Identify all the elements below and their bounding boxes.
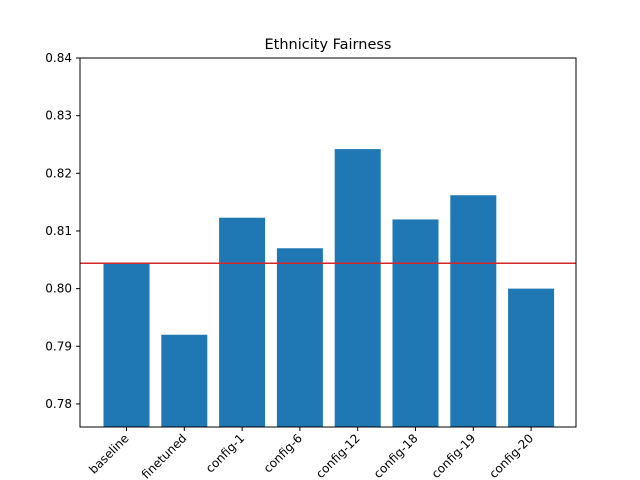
y-axis: 0.78 0.79 0.80 0.81 0.82 0.83 0.84 bbox=[45, 51, 80, 411]
x-tick-label: config-6 bbox=[261, 431, 305, 475]
bar-finetuned bbox=[161, 334, 208, 427]
x-tick-label: config-20 bbox=[486, 431, 536, 480]
bars-group bbox=[103, 149, 555, 428]
x-tick-label: config-19 bbox=[429, 431, 479, 480]
y-tick-label: 0.84 bbox=[45, 51, 72, 65]
bar-config-20 bbox=[508, 288, 555, 427]
y-tick-label: 0.79 bbox=[45, 339, 72, 353]
bar-baseline bbox=[103, 263, 150, 427]
bar-config-6 bbox=[276, 248, 323, 427]
x-tick-label: baseline bbox=[86, 431, 131, 476]
y-tick-label: 0.81 bbox=[45, 224, 72, 238]
bar-config-1 bbox=[219, 217, 266, 427]
x-tick-label: config-18 bbox=[371, 431, 421, 480]
chart-title: Ethnicity Fairness bbox=[265, 37, 392, 53]
y-tick-label: 0.82 bbox=[45, 166, 72, 180]
bar-config-19 bbox=[450, 195, 497, 427]
y-tick-label: 0.78 bbox=[45, 397, 72, 411]
bar-config-18 bbox=[392, 219, 439, 427]
x-tick-label: config-1 bbox=[203, 431, 247, 475]
plot-frame bbox=[79, 57, 577, 428]
x-tick-label: finetuned bbox=[139, 431, 190, 480]
y-tick-label: 0.80 bbox=[45, 282, 72, 296]
y-tick-label: 0.83 bbox=[45, 109, 72, 123]
bar-config-12 bbox=[334, 149, 381, 428]
x-axis: baseline finetuned config-1 config-6 config-… bbox=[86, 427, 536, 480]
x-tick-label: config-12 bbox=[313, 431, 363, 480]
